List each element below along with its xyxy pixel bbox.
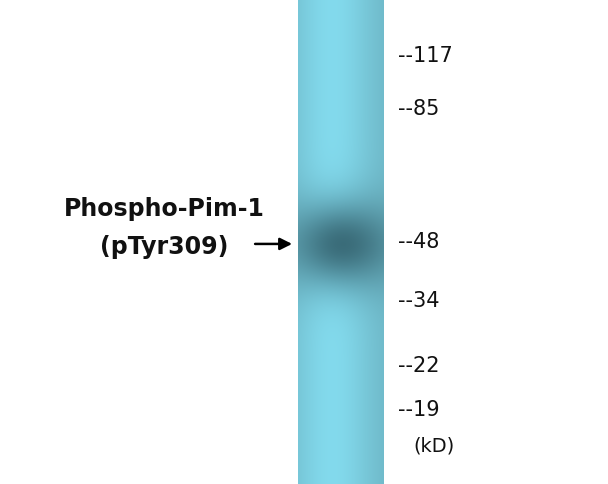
Text: (pTyr309): (pTyr309) xyxy=(100,235,229,259)
Text: --34: --34 xyxy=(398,290,440,310)
Text: --22: --22 xyxy=(398,355,440,376)
Text: --117: --117 xyxy=(398,45,453,66)
Text: --48: --48 xyxy=(398,232,440,252)
Text: (kD): (kD) xyxy=(413,436,455,455)
Text: --85: --85 xyxy=(398,99,440,119)
Text: --19: --19 xyxy=(398,399,440,419)
Text: Phospho-Pim-1: Phospho-Pim-1 xyxy=(64,196,264,220)
